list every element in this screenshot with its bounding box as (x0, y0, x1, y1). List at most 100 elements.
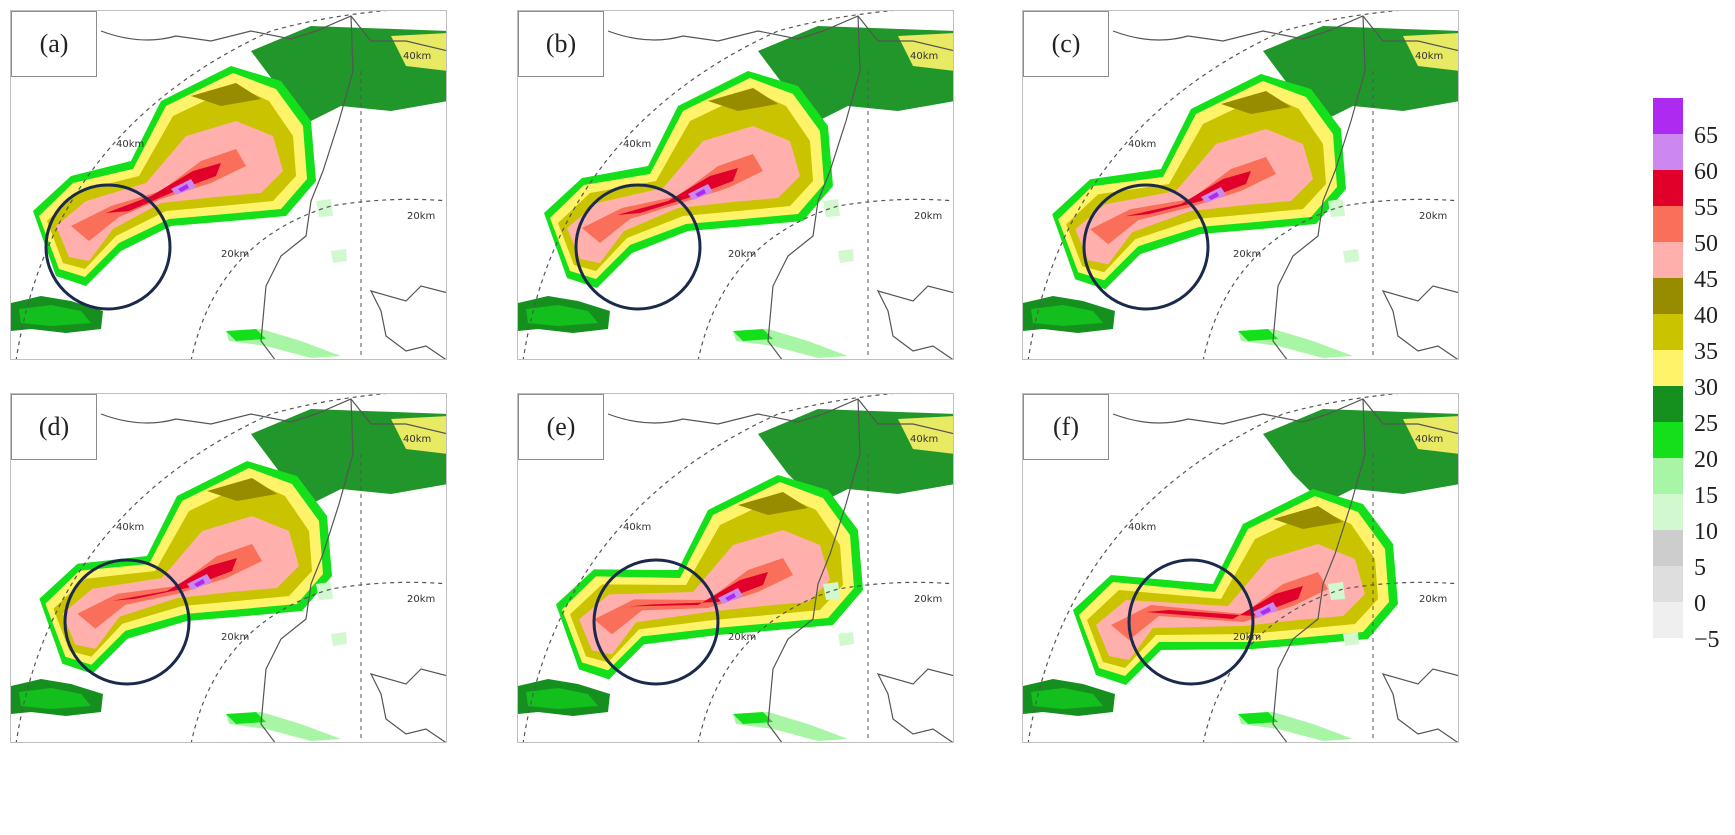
boundary-line-central (767, 15, 861, 359)
colorbar-swatch (1653, 530, 1683, 566)
boundary-line-southeast (369, 668, 446, 742)
boundary-line-north (607, 398, 953, 435)
colorbar-tick-label: 40 (1694, 303, 1718, 329)
colorbar-swatch (1653, 314, 1683, 350)
panel-label: (f) (1023, 394, 1109, 460)
colorbar-tick-label: 30 (1694, 375, 1718, 401)
radar-map (1023, 394, 1458, 742)
boundary-line-central (767, 398, 861, 742)
range-label-outer: 40km (1128, 139, 1157, 150)
radar-map (518, 11, 953, 359)
colorbar-swatch (1653, 278, 1683, 314)
colorbar-swatch (1653, 170, 1683, 206)
radar-map (11, 394, 446, 742)
colorbar-tick-label: 15 (1694, 483, 1718, 509)
range-ring-40km (15, 394, 387, 742)
radar-map (518, 394, 953, 742)
radar-panel: (c) 40km 20km 40km 20km (1022, 10, 1459, 360)
range-label-inner: 20km (221, 632, 250, 643)
range-ring-20km (697, 581, 953, 742)
colorbar-swatch (1653, 242, 1683, 278)
range-label-outer: 40km (116, 139, 145, 150)
boundary-line-north (100, 15, 446, 52)
colorbar-swatch (1653, 206, 1683, 242)
boundary-line-southeast (369, 285, 446, 359)
range-ring-20km (190, 581, 446, 742)
range-label-inner: 20km (1233, 632, 1262, 643)
range-label-inner-2: 20km (1419, 211, 1448, 222)
range-ring-20km (1202, 198, 1458, 359)
colorbar-swatch (1653, 98, 1683, 134)
colorbar-tick-label: 25 (1694, 411, 1718, 437)
boundary-line-central (260, 15, 354, 359)
range-label-inner: 20km (221, 249, 250, 260)
radar-panel: (d) 40km 20km 40km 20km (10, 393, 447, 743)
boundary-line-north (100, 398, 446, 435)
range-label-inner-2: 20km (1419, 594, 1448, 605)
colorbar-tick-label: 35 (1694, 339, 1718, 365)
boundary-line-southeast (876, 668, 953, 742)
radar-panel: (b) 40km 20km 40km 20km (517, 10, 954, 360)
range-ring-20km (190, 198, 446, 359)
range-label-outer-2: 40km (1415, 434, 1444, 445)
range-label-inner: 20km (1233, 249, 1262, 260)
boundary-line-north (1112, 398, 1458, 435)
colorbar-tick-label: 10 (1694, 519, 1718, 545)
range-label-inner-2: 20km (914, 594, 943, 605)
range-label-outer-2: 40km (403, 51, 432, 62)
range-label-outer-2: 40km (910, 434, 939, 445)
range-ring-40km (1027, 11, 1399, 359)
range-label-inner-2: 20km (914, 211, 943, 222)
boundary-line-central (1272, 15, 1366, 359)
radar-map (1023, 11, 1458, 359)
colorbar-tick-label: 0 (1694, 591, 1706, 617)
panel-label: (d) (11, 394, 97, 460)
range-ring-40km (522, 394, 894, 742)
colorbar-swatch (1653, 494, 1683, 530)
colorbar-tick-label: 5 (1694, 555, 1706, 581)
range-ring-20km (697, 198, 953, 359)
highlight-circle (63, 558, 191, 686)
boundary-line-central (1272, 398, 1366, 742)
highlight-circle (574, 183, 702, 311)
colorbar-tick-label: 65 (1694, 123, 1718, 149)
range-label-inner: 20km (728, 632, 757, 643)
boundary-line-central (260, 398, 354, 742)
colorbar-tick-label: −5 (1694, 627, 1720, 653)
range-label-inner-2: 20km (407, 211, 436, 222)
boundary-line-north (1112, 15, 1458, 52)
range-label-outer: 40km (1128, 522, 1157, 533)
colorbar-swatch (1653, 386, 1683, 422)
colorbar-tick-label: 45 (1694, 267, 1718, 293)
range-label-outer: 40km (623, 522, 652, 533)
highlight-circle (1082, 183, 1210, 311)
highlight-circle (44, 183, 172, 311)
range-ring-20km (1202, 581, 1458, 742)
colorbar-swatch (1653, 350, 1683, 386)
colorbar-tick-label: 55 (1694, 195, 1718, 221)
radar-panel: (a) 40km 20km 40km 20km (10, 10, 447, 360)
radar-panel: (f) 40km 20km 40km 20km (1022, 393, 1459, 743)
range-label-outer: 40km (116, 522, 145, 533)
colorbar-tick-label: 50 (1694, 231, 1718, 257)
panel-label: (e) (518, 394, 604, 460)
range-ring-40km (522, 11, 894, 359)
range-label-outer: 40km (623, 139, 652, 150)
range-ring-40km (1027, 394, 1399, 742)
range-label-inner-2: 20km (407, 594, 436, 605)
range-label-inner: 20km (728, 249, 757, 260)
colorbar-swatch (1653, 458, 1683, 494)
boundary-line-southeast (876, 285, 953, 359)
range-label-outer-2: 40km (910, 51, 939, 62)
colorbar-tick-label: 60 (1694, 159, 1718, 185)
range-label-outer-2: 40km (403, 434, 432, 445)
panel-label: (a) (11, 11, 97, 77)
colorbar-tick-label: 20 (1694, 447, 1718, 473)
colorbar-swatch (1653, 566, 1683, 602)
colorbar (1653, 98, 1683, 638)
highlight-circle (1127, 558, 1255, 686)
panel-label: (c) (1023, 11, 1109, 77)
panel-label: (b) (518, 11, 604, 77)
colorbar-swatch (1653, 422, 1683, 458)
colorbar-swatch (1653, 134, 1683, 170)
